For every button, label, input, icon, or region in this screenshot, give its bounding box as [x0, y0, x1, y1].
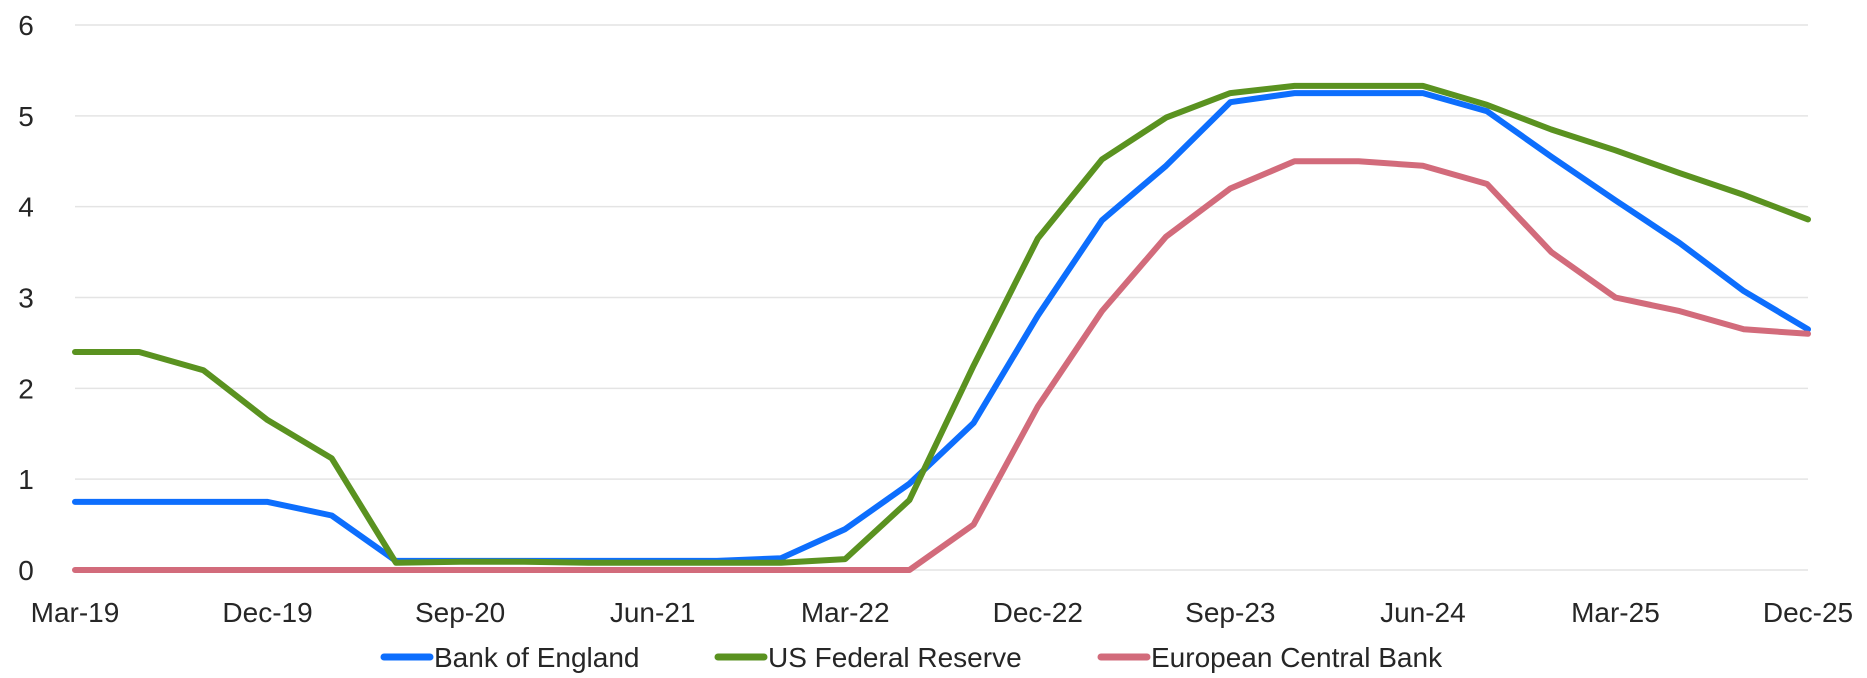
legend-label: US Federal Reserve: [768, 642, 1022, 673]
x-tick-label: Mar-25: [1571, 597, 1660, 628]
x-tick-label: Mar-19: [31, 597, 120, 628]
y-axis-tick-labels: 0 1 2 3 4 5 6: [18, 10, 34, 586]
x-tick-label: Jun-24: [1380, 597, 1466, 628]
y-tick-label: 5: [18, 101, 34, 132]
series-line-us-federal-reserve: [72, 82, 1811, 566]
y-tick-label: 0: [18, 555, 34, 586]
gridlines: [75, 24, 1808, 571]
x-tick-label: Dec-22: [993, 597, 1083, 628]
x-tick-label: Jun-21: [610, 597, 696, 628]
series-lines: [72, 82, 1811, 573]
x-axis-tick-labels: Mar-19 Dec-19 Sep-20 Jun-21 Mar-22 Dec-22 Sep-…: [31, 597, 1853, 628]
x-tick-label: Mar-22: [801, 597, 890, 628]
y-tick-label: 2: [18, 373, 34, 404]
x-tick-label: Dec-25: [1763, 597, 1853, 628]
y-tick-label: 4: [18, 192, 34, 223]
x-tick-label: Sep-20: [415, 597, 505, 628]
y-tick-label: 1: [18, 464, 34, 495]
x-tick-label: Sep-23: [1185, 597, 1275, 628]
legend: Bank of England US Federal Reserve Europea…: [380, 642, 1443, 673]
legend-label: European Central Bank: [1151, 642, 1443, 673]
legend-label: Bank of England: [434, 642, 640, 673]
y-tick-label: 3: [18, 283, 34, 314]
series-line-bank-of-england: [72, 90, 1811, 564]
series-line-european-central-bank: [72, 158, 1811, 573]
x-tick-label: Dec-19: [222, 597, 312, 628]
y-tick-label: 6: [18, 10, 34, 41]
